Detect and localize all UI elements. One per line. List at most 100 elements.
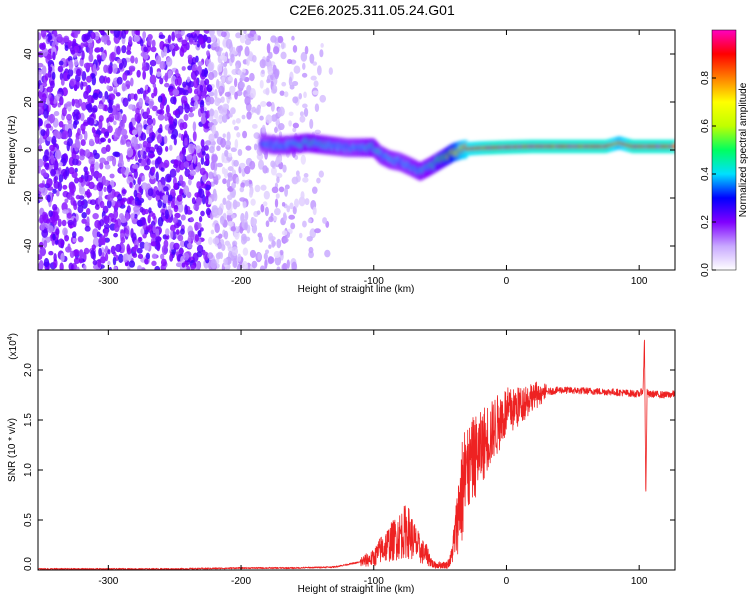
- heatmap-noise-cell: [107, 138, 112, 144]
- heatmap-noise-cell: [162, 196, 169, 204]
- heatmap-noise-cell: [119, 213, 124, 220]
- heatmap-noise-cell: [138, 97, 144, 107]
- heatmap-noise-cell: [291, 176, 299, 185]
- heatmap-noise-cell: [213, 192, 218, 202]
- heatmap-noise-cell: [69, 183, 76, 194]
- heatmap-noise-cell: [98, 247, 102, 257]
- heatmap-noise-cell: [212, 237, 220, 245]
- heatmap-noise-cell: [164, 209, 169, 220]
- heatmap-noise-cell: [120, 243, 126, 254]
- heatmap-noise-cell: [61, 202, 68, 212]
- heatmap-noise-cell: [172, 216, 179, 224]
- heatmap-noise-cell: [92, 92, 98, 99]
- heatmap-noise-cell: [199, 84, 204, 92]
- heatmap-noise-cell: [227, 243, 232, 249]
- heatmap-noise-cell: [190, 264, 196, 270]
- heatmap-noise-cell: [132, 252, 138, 258]
- heatmap-noise-cell: [181, 66, 186, 71]
- heatmap-noise-cell: [64, 234, 70, 242]
- heatmap-noise-cell: [214, 88, 218, 99]
- heatmap-noise-cell: [200, 116, 207, 125]
- heatmap-noise-cell: [250, 198, 256, 206]
- heatmap-noise-cell: [84, 149, 91, 158]
- heatmap-noise-cell: [159, 77, 164, 85]
- heatmap-noise-cell: [57, 65, 64, 73]
- heatmap-noise-cell: [188, 112, 195, 118]
- heatmap-noise-cell: [100, 137, 107, 143]
- heatmap-noise-cell: [275, 193, 280, 199]
- heatmap-noise-cell: [104, 237, 110, 243]
- heatmap-noise-cell: [110, 51, 116, 61]
- heatmap-noise-cell: [224, 91, 231, 97]
- heatmap-noise-cell: [103, 215, 110, 225]
- heatmap-noise-cell: [47, 32, 52, 41]
- heatmap-noise-cell: [160, 258, 167, 267]
- heatmap-noise-cell: [237, 46, 242, 57]
- heatmap-noise-cell: [231, 246, 238, 257]
- heatmap-noise-cell: [251, 260, 258, 269]
- heatmap-noise-cell: [271, 84, 278, 94]
- heatmap-noise-cell: [96, 181, 104, 192]
- heatmap-noise-cell: [231, 181, 237, 189]
- heatmap-noise-cell: [39, 43, 46, 51]
- heatmap-noise-cell: [96, 54, 101, 60]
- heatmap-noise-cell: [212, 42, 218, 48]
- heatmap-noise-cell: [49, 114, 54, 125]
- heatmap-noise-cell: [221, 76, 226, 84]
- heatmap-noise-cell: [79, 148, 84, 156]
- heatmap-noise-cell: [149, 66, 153, 76]
- heatmap-noise-cell: [38, 144, 43, 152]
- heatmap-noise-cell: [173, 137, 177, 146]
- heatmap-noise-cell: [164, 72, 169, 83]
- heatmap-noise-cell: [38, 108, 44, 114]
- heatmap-noise-cell: [72, 231, 77, 239]
- heatmap-noise-cell: [241, 114, 246, 120]
- heatmap-noise-cell: [78, 176, 84, 183]
- spectrogram-x-tick-label: -100: [364, 276, 384, 287]
- heatmap-noise-cell: [265, 220, 270, 228]
- heatmap-noise-cell: [227, 76, 234, 81]
- heatmap-noise-cell: [39, 246, 46, 257]
- heatmap-noise-cell: [51, 135, 57, 145]
- heatmap-noise-cell: [113, 30, 120, 39]
- heatmap-noise-cell: [148, 101, 154, 109]
- heatmap-noise-cell: [178, 174, 184, 184]
- heatmap-noise-cell: [121, 30, 127, 39]
- heatmap-noise-cell: [122, 72, 128, 81]
- heatmap-noise-cell: [66, 74, 71, 80]
- heatmap-noise-cell: [195, 166, 200, 173]
- heatmap-noise-cell: [181, 146, 186, 154]
- snr-frame: [37, 329, 676, 571]
- heatmap-noise-cell: [286, 59, 293, 65]
- heatmap-noise-cell: [133, 34, 140, 43]
- heatmap-noise-cell: [64, 198, 69, 204]
- heatmap-signal-layer: [258, 133, 675, 182]
- heatmap-noise-cell: [107, 116, 113, 122]
- heatmap-noise-cell: [238, 81, 245, 89]
- heatmap-noise-cell: [158, 34, 166, 39]
- heatmap-noise-cell: [318, 170, 324, 178]
- heatmap-noise-cell: [270, 101, 275, 112]
- heatmap-noise-cell: [198, 216, 203, 223]
- heatmap-noise-cell: [201, 90, 206, 99]
- heatmap-noise-cell: [226, 131, 231, 142]
- heatmap-noise-cell: [196, 196, 202, 206]
- heatmap-noise-cell: [161, 94, 166, 104]
- spectrogram-y-tick-label: -40: [23, 238, 34, 253]
- heatmap-noise-cell: [265, 114, 273, 124]
- heatmap-noise-cell: [241, 233, 247, 241]
- heatmap-noise-cell: [182, 81, 187, 88]
- heatmap-noise-cell: [134, 155, 138, 162]
- heatmap-noise-cell: [67, 128, 73, 138]
- heatmap-noise-cell: [239, 226, 244, 234]
- heatmap-noise-cell: [70, 49, 76, 55]
- heatmap-noise-cell: [74, 177, 79, 184]
- heatmap-noise-cell: [313, 80, 319, 88]
- heatmap-noise-cell: [174, 78, 179, 86]
- heatmap-noise-cell: [320, 42, 324, 48]
- snr-y-axis-label: SNR (10 * v/v): [7, 418, 18, 482]
- heatmap-noise-cell: [43, 240, 48, 248]
- heatmap-noise-cell: [173, 45, 180, 51]
- heatmap-noise-cell: [80, 139, 86, 146]
- heatmap-noise-cell: [99, 162, 104, 170]
